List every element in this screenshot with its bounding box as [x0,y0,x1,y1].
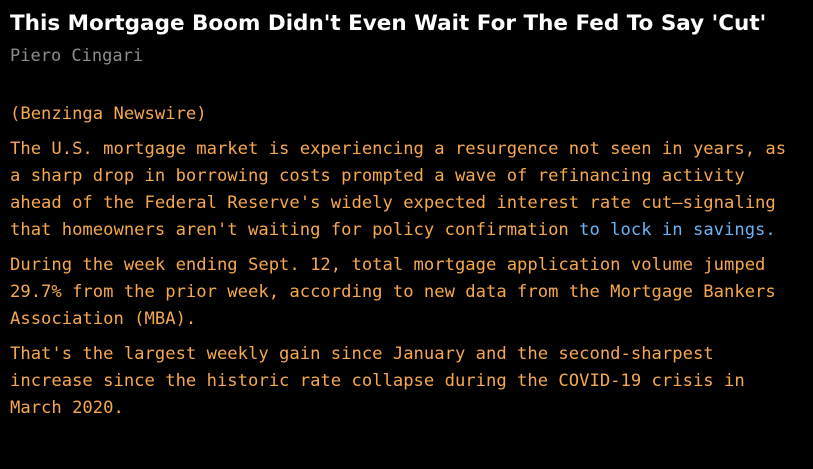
article-source: (Benzinga Newswire) [10,104,207,124]
article-paragraph-2: During the week ending Sept. 12, total m… [10,255,776,329]
article-paragraph-3: That's the largest weekly gain since Jan… [10,344,745,418]
article-author: Piero Cingari [10,46,144,66]
lock-in-savings-link[interactable]: to lock in savings. [579,220,776,240]
article-headline: This Mortgage Boom Didn't Even Wait For … [10,11,767,36]
paragraph-text: The U.S. mortgage market is experiencing… [10,139,787,240]
article-paragraph-1: The U.S. mortgage market is experiencing… [10,136,801,244]
